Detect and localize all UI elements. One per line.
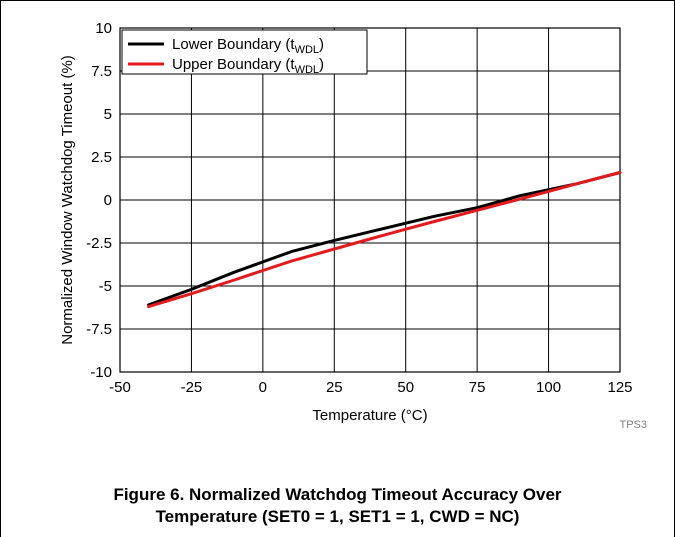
x-tick-label: -50 — [109, 379, 131, 396]
x-tick-label: -25 — [181, 379, 203, 396]
x-axis-label: Temperature (°C) — [312, 407, 427, 424]
x-tick-label: 25 — [326, 379, 343, 396]
x-tick-label: 0 — [259, 379, 267, 396]
x-tick-label: 100 — [536, 379, 561, 396]
y-tick-label: 0 — [104, 192, 112, 209]
x-tick-label: 50 — [397, 379, 414, 396]
temperature-accuracy-chart: -50 -25 0 25 50 75 100 125 10 7.5 5 2.5 0 -2.5 -5 -7.5 -… — [59, 20, 647, 431]
legend-entry-label: Upper Boundary (tWDL) — [172, 56, 324, 76]
y-tick-label: -5 — [99, 278, 112, 295]
series-line-upper-boundary — [147, 171, 622, 309]
series-line-lower-boundary — [147, 171, 622, 307]
y-tick-label: -2.5 — [86, 235, 112, 252]
figure-caption-line-1: Figure 6. Normalized Watchdog Timeout Ac… — [113, 485, 562, 504]
y-tick-label: -7.5 — [86, 321, 112, 338]
y-tick-label: 5 — [104, 106, 112, 123]
legend-box — [121, 29, 368, 75]
page-frame-left — [0, 0, 1, 537]
plot-border — [119, 27, 621, 373]
x-tick-label: 75 — [469, 379, 486, 396]
y-tick-label: 2.5 — [91, 149, 112, 166]
y-tick-label: 7.5 — [91, 63, 112, 80]
legend: Lower Boundary (tWDL)Upper Boundary (tWD… — [121, 29, 368, 76]
y-axis-label: Normalized Window Watchdog Timeout (%) — [59, 55, 76, 345]
y-tick-label: -10 — [90, 364, 112, 381]
legend-entry-label: Lower Boundary (tWDL) — [172, 36, 324, 56]
page-frame-top — [0, 0, 675, 1]
figure-caption: Figure 6. Normalized Watchdog Timeout Ac… — [0, 484, 675, 528]
x-tick-label: 125 — [607, 379, 632, 396]
y-tick-label: 10 — [95, 20, 112, 37]
chart-id-annotation: TPS3 — [619, 419, 647, 431]
figure-caption-line-2: Temperature (SET0 = 1, SET1 = 1, CWD = N… — [155, 507, 520, 526]
